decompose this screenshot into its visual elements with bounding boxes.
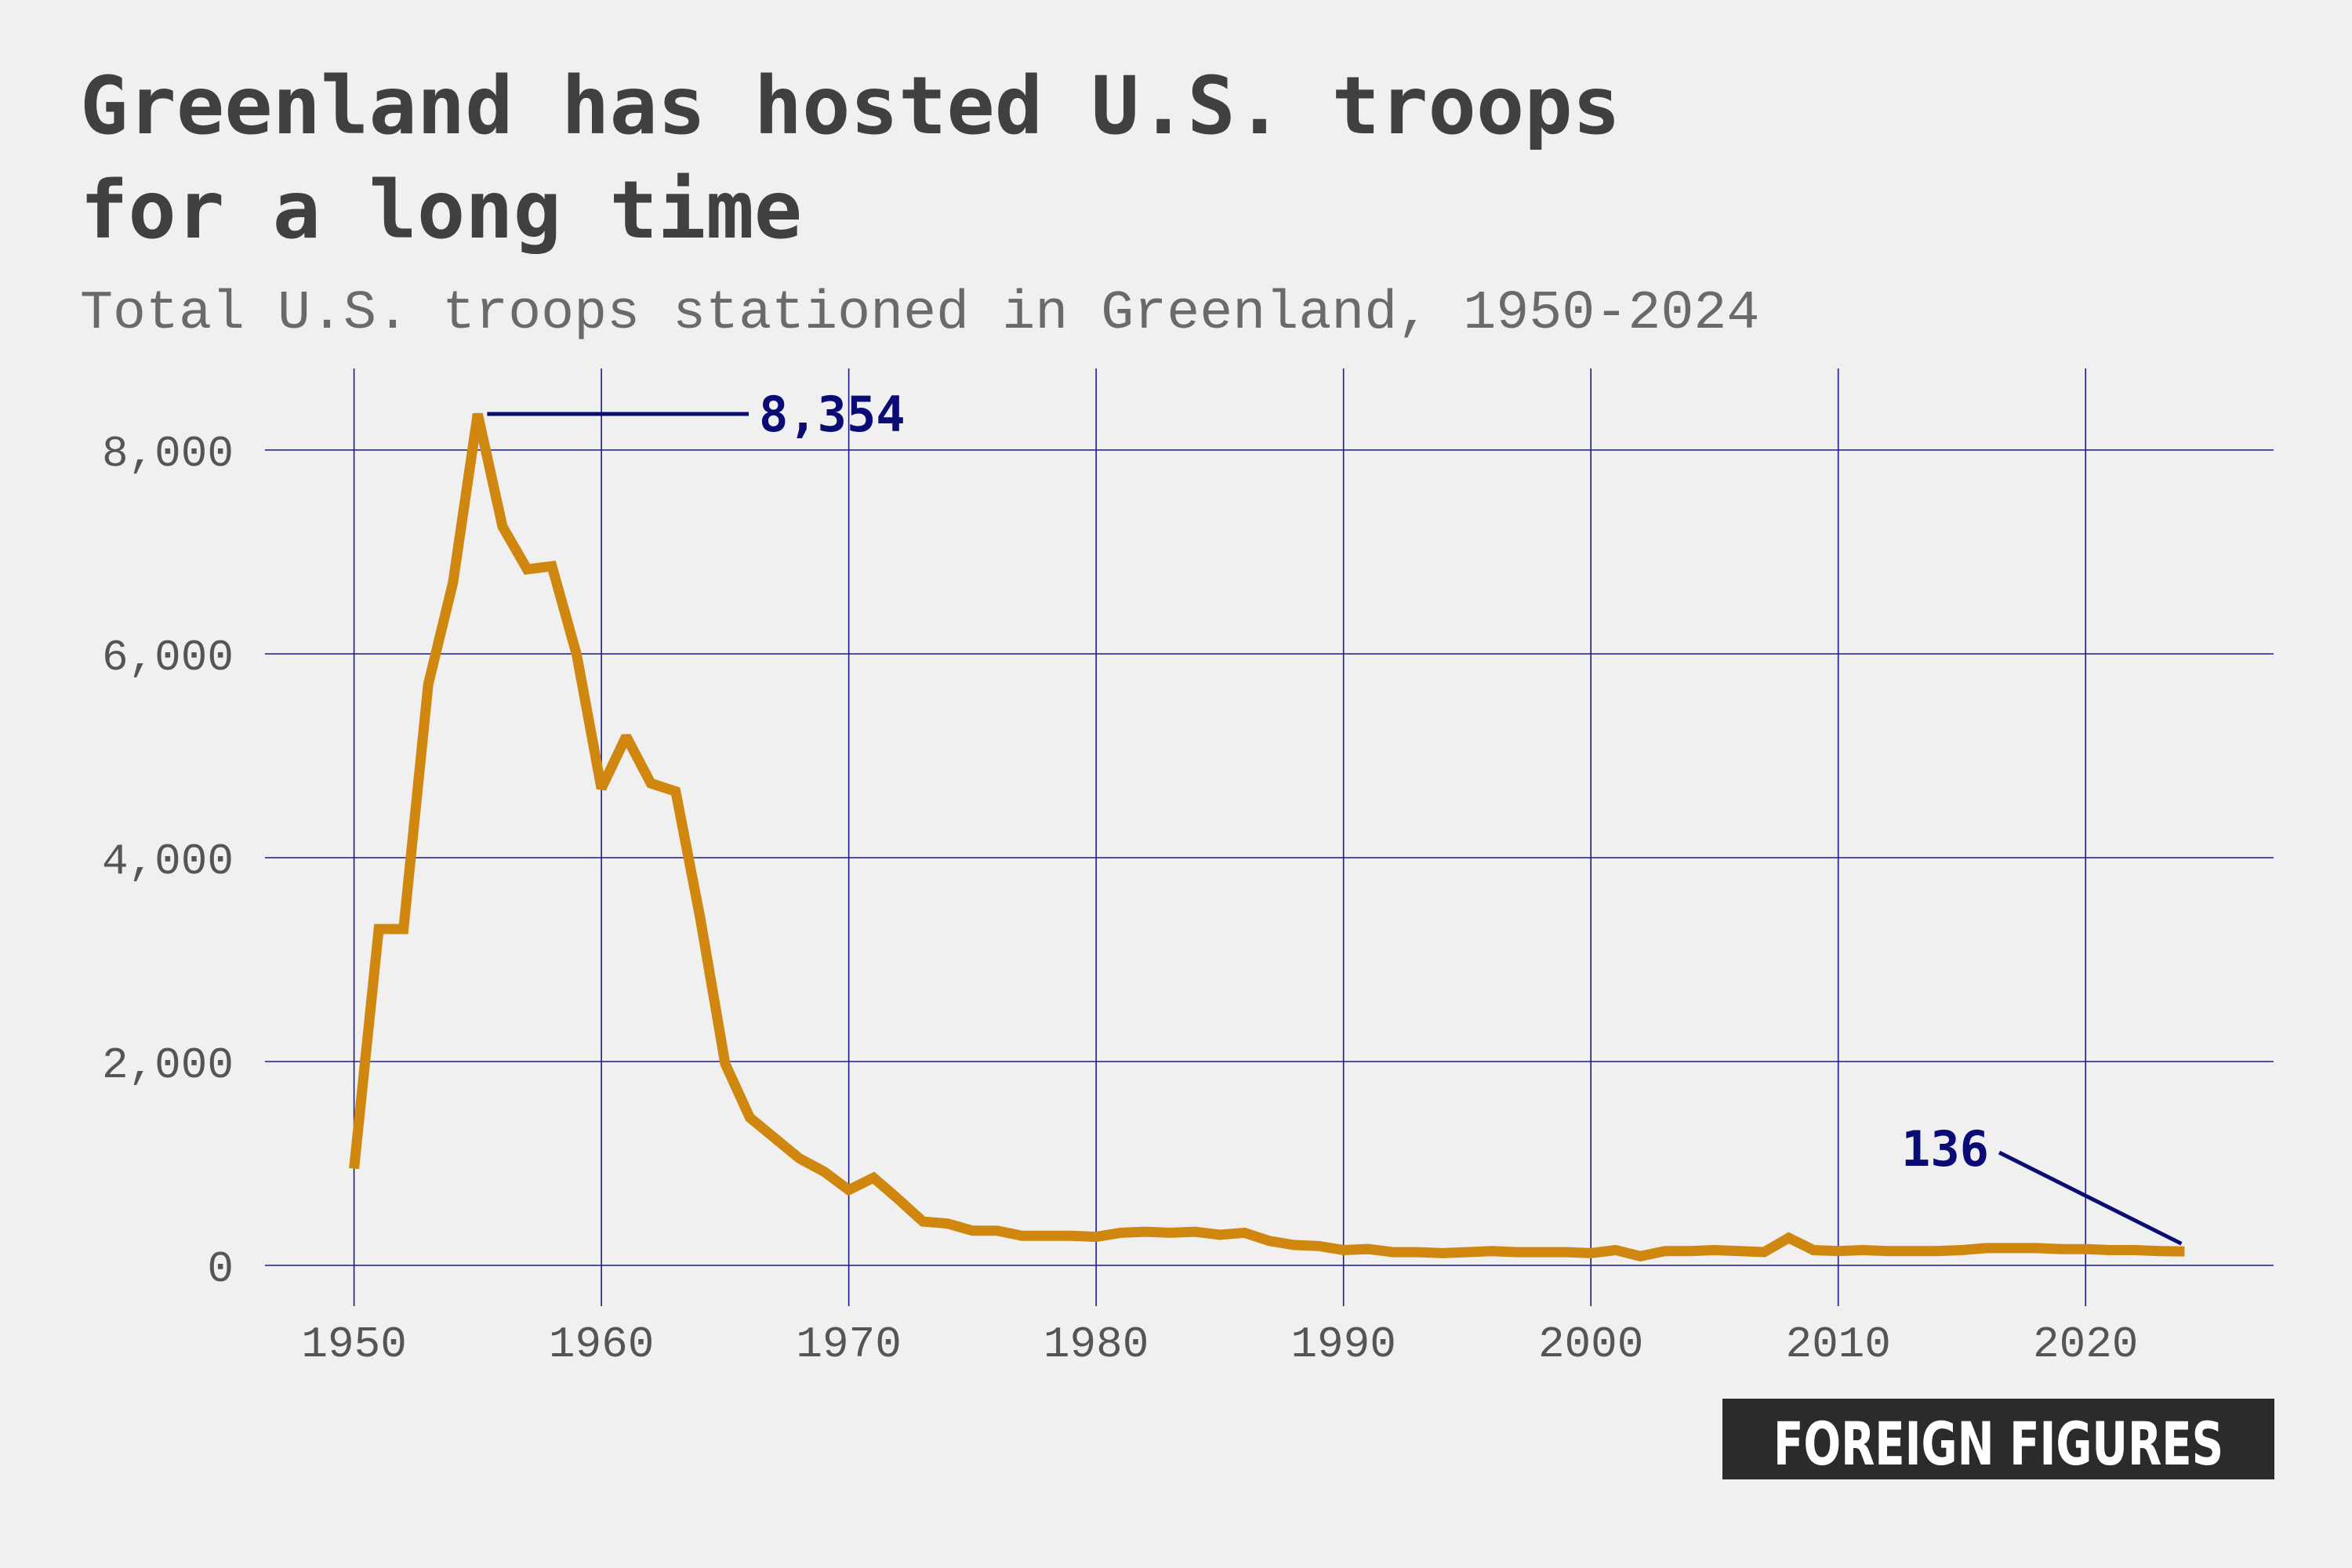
x-axis: 1950 1960 1970 1980 1990 2000 2010 2020 bbox=[301, 1319, 2138, 1370]
annotation-label-peak: 8,354 bbox=[759, 386, 906, 443]
x-tick-label: 2000 bbox=[1538, 1319, 1643, 1370]
y-tick-label: 6,000 bbox=[102, 633, 234, 683]
annotation-label-latest: 136 bbox=[1901, 1120, 1989, 1178]
y-tick-label: 4,000 bbox=[102, 837, 234, 887]
x-tick-label: 1980 bbox=[1044, 1319, 1149, 1370]
x-tick-label: 1990 bbox=[1290, 1319, 1396, 1370]
y-axis: 0 2,000 4,000 6,000 8,000 bbox=[102, 429, 234, 1294]
x-tick-label: 1950 bbox=[301, 1319, 406, 1370]
series-line bbox=[349, 412, 2185, 1261]
y-tick-label: 2,000 bbox=[102, 1040, 234, 1091]
x-tick-label: 2010 bbox=[1785, 1319, 1890, 1370]
title-line-2: for a long time bbox=[80, 164, 802, 257]
brand-logo: FOREIGN FIGURES bbox=[1722, 1399, 2274, 1479]
chart-title: Greenland has hosted U.S. troops for a l… bbox=[80, 60, 1621, 257]
annotation-leader-latest bbox=[1998, 1150, 2183, 1246]
chart-subtitle: Total U.S. troops stationed in Greenland… bbox=[80, 283, 1759, 345]
annotations: 8,354 136 bbox=[487, 386, 2183, 1246]
y-tick-label: 8,000 bbox=[102, 429, 234, 479]
y-tick-label: 0 bbox=[207, 1244, 234, 1294]
data-series bbox=[349, 412, 2185, 1261]
brand-logo-background bbox=[1722, 1399, 2274, 1479]
x-tick-label: 2020 bbox=[2033, 1319, 2138, 1370]
brand-logo-text: FOREIGN FIGURES bbox=[1773, 1409, 2223, 1479]
title-line-1: Greenland has hosted U.S. troops bbox=[80, 60, 1621, 153]
grid-lines bbox=[265, 368, 2274, 1306]
x-tick-label: 1970 bbox=[796, 1319, 901, 1370]
x-tick-label: 1960 bbox=[549, 1319, 654, 1370]
